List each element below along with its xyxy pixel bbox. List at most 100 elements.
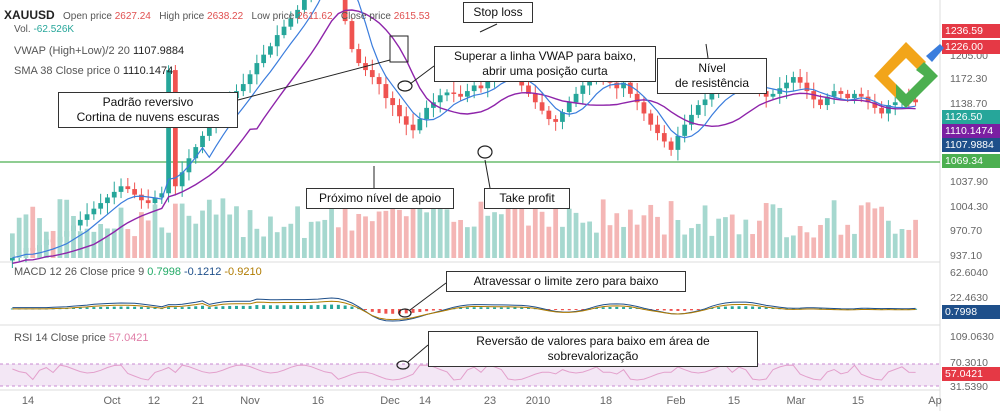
candle [302,0,307,10]
time-axis-label: 2010 [525,395,551,407]
open-label: Open price [63,11,112,22]
volume-bar [505,205,511,258]
vwap-legend[interactable]: VWAP (High+Low)/2 20 1107.9884 [14,45,184,57]
price-tag: 1069.34 [942,154,1000,168]
candle [546,110,552,120]
volume-bar [879,206,885,258]
candle [913,99,918,103]
candle [403,116,409,125]
macd-value-2: -0.1212 [184,266,222,278]
macd-histogram-bar [173,307,177,309]
volume-bar [397,209,402,258]
volume-bar [797,226,803,258]
macd-histogram-bar [364,309,368,310]
volume-bar [723,217,728,258]
macd-histogram-bar [92,307,96,309]
volume-bar [444,209,450,258]
time-axis-label: 16 [311,395,325,407]
candle [206,127,212,136]
macd-cross-connector [409,282,447,311]
volume-bar [804,232,810,258]
candle [824,96,830,106]
macd-histogram-bar [228,305,232,309]
macd-histogram-bar [520,307,524,309]
volume-bar [132,236,137,258]
volume-bar [607,225,613,258]
candle [818,99,823,106]
macd-label: MACD 12 26 Close price 9 [14,266,145,278]
macd-histogram-bar [425,309,429,312]
candle [532,93,538,103]
candle [424,107,430,120]
time-axis-label: Dec [380,395,400,407]
macd-histogram-bar [10,308,14,310]
macd-histogram-bar [105,306,109,309]
vwap-break-marker [397,80,413,92]
volume-bar [424,212,430,258]
volume-bar [743,219,749,258]
candle [288,18,294,27]
volume-bar [410,204,416,258]
candle [471,85,477,92]
price-tag: 1107.9884 [942,138,1000,152]
macd-histogram-bar [119,306,123,309]
volume-bar [281,226,287,258]
volume-bar [37,218,42,258]
candle [179,172,185,187]
macd-legend[interactable]: MACD 12 26 Close price 9 0.7998 -0.1212 … [14,266,262,278]
macd-histogram-bar [289,305,293,309]
volume-bar [451,221,457,258]
volume-bar [702,205,708,258]
macd-histogram-bar [418,309,422,313]
volume-bar [403,216,409,258]
volume-bar [784,237,789,258]
stop-loss-connector [479,23,498,33]
macd-histogram-bar [411,309,415,313]
volume-bar [566,208,572,258]
candle [858,93,864,97]
volume-bar [43,231,49,258]
candle [777,88,783,94]
time-axis-label: Nov [240,395,260,407]
rsi-legend[interactable]: RSI 14 Close price 57.0421 [14,332,149,344]
candle [852,93,857,99]
sma-legend[interactable]: SMA 38 Close price 0 1110.1474 [14,65,173,77]
macd-histogram-bar [662,309,666,311]
volume-bar [172,203,178,258]
volume-bar [777,207,783,258]
macd-histogram-bar [330,304,334,309]
macd-histogram-bar [282,305,286,309]
candle [118,186,124,192]
time-axis-label: Oct [103,395,121,407]
rsi-reversal-box: Reversão de valores para baixo em área d… [428,331,758,367]
volume-bar [546,226,552,258]
macd-histogram-bar [764,307,768,309]
macd-histogram-bar [214,306,218,309]
volume-bar [329,200,334,258]
candle [172,70,178,187]
candle [865,96,871,103]
volume-bar [125,229,131,258]
time-axis-label: Feb [666,395,686,407]
macd-histogram-bar [601,307,605,309]
macd-histogram-bar [323,304,327,309]
high-label: High price [159,11,205,22]
candle [573,93,579,103]
support-box: Próximo nível de apoio [306,188,454,209]
macd-histogram-bar [112,306,116,309]
candle [682,124,688,136]
volume-bar [308,221,314,258]
macd-histogram-bar [581,309,585,310]
candle [84,214,90,220]
volume-bar [84,228,90,258]
volume-bar [627,209,633,258]
volume-bar [498,214,504,258]
macd-histogram-bar [241,305,245,309]
time-axis-label: 14 [21,395,35,407]
volume-bar [390,202,396,258]
macd-histogram-bar [635,308,639,310]
macd-histogram-bar [187,306,191,309]
volume-bar [770,204,776,258]
macd-histogram-bar [622,307,626,309]
